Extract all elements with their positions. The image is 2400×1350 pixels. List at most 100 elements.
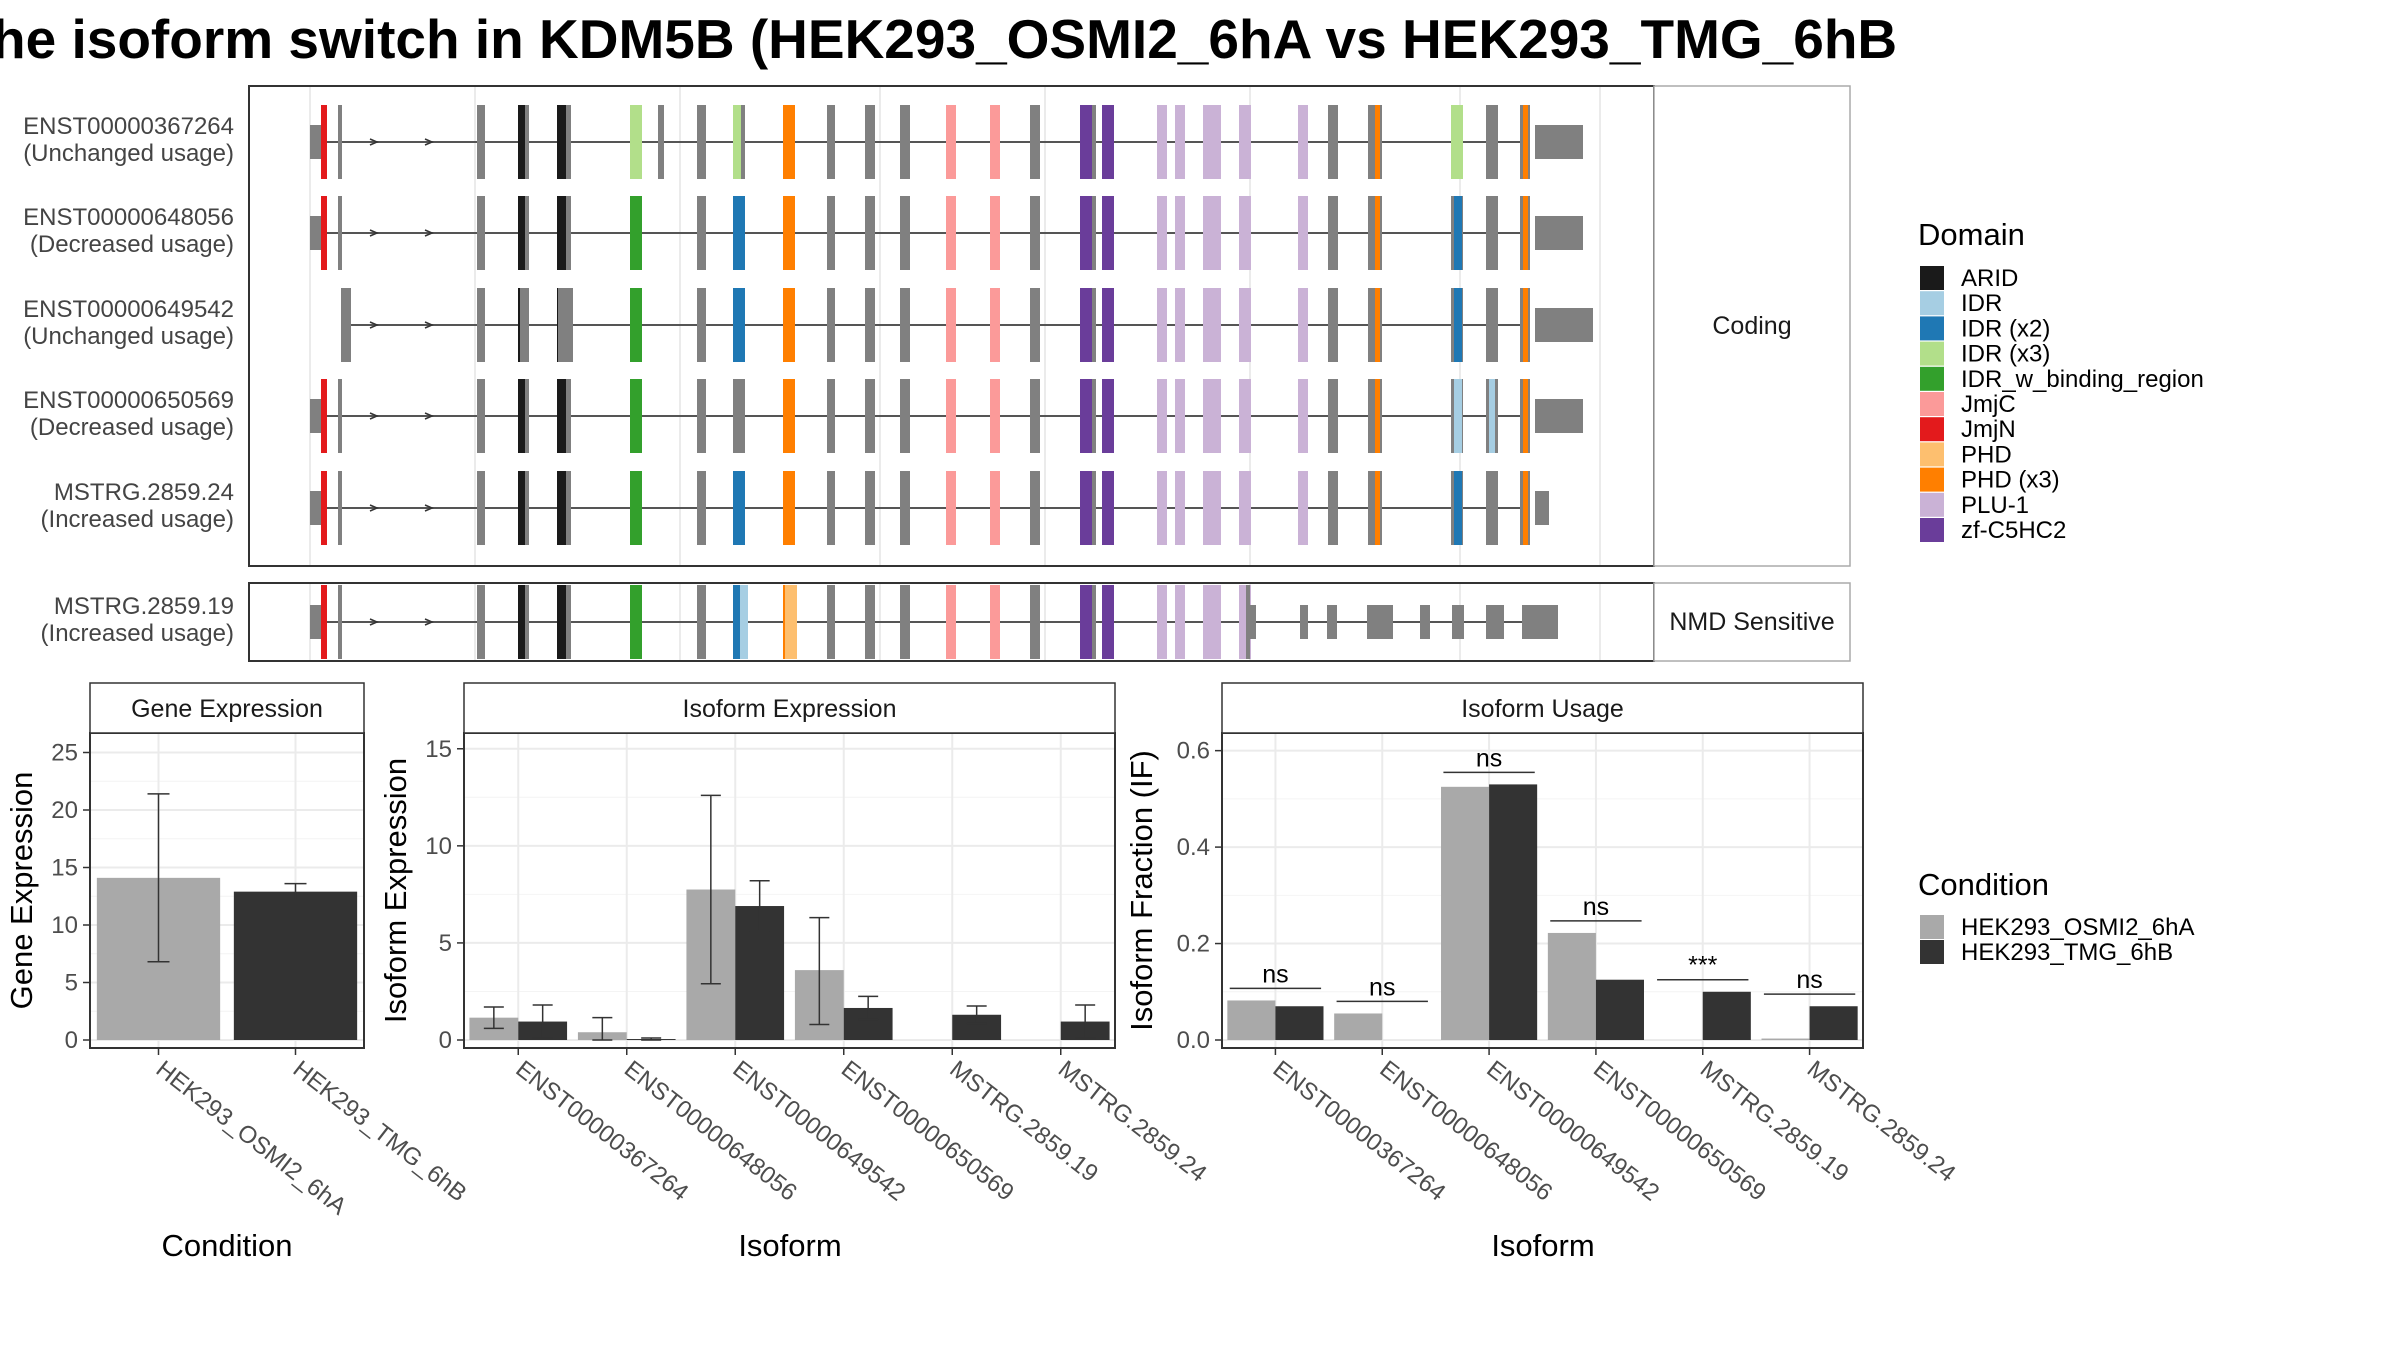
exon: [740, 585, 748, 659]
domain-swatch: [1920, 341, 1944, 366]
exon: [1375, 288, 1380, 362]
strand-arrow: [424, 504, 434, 512]
x-tick-label: ENST00000650569: [1588, 1055, 1771, 1206]
exon: [697, 379, 706, 453]
exon: [338, 379, 342, 453]
exon: [630, 105, 638, 179]
exon: [1486, 196, 1498, 270]
exon: [630, 288, 642, 362]
exon: [865, 471, 875, 545]
exon: [518, 196, 528, 270]
exon: [1092, 196, 1096, 270]
domain-swatch: [1920, 392, 1944, 416]
condition-legend-label: HEK293_OSMI2_6hA: [1961, 914, 2194, 941]
exon: [1486, 471, 1498, 545]
utr-exon: [1420, 605, 1430, 639]
exon: [1239, 379, 1251, 453]
transcript-usage-label: (Increased usage): [41, 620, 234, 647]
exon: [1298, 379, 1308, 453]
y-tick-label: 0.6: [1177, 738, 1210, 765]
exon: [630, 471, 642, 545]
strand-arrow: [424, 321, 434, 329]
strand-arrow: [369, 138, 379, 146]
exon: [1102, 105, 1114, 179]
utr-exon: [1327, 605, 1337, 639]
exon: [697, 585, 706, 659]
exon: [1092, 379, 1096, 453]
exon: [1523, 196, 1528, 270]
utr-exon: [310, 605, 322, 639]
nmd-strip-label: NMD Sensitive: [1669, 608, 1834, 636]
utr-exon: [310, 491, 322, 525]
exon: [638, 105, 642, 179]
domain-legend-label: JmjN: [1961, 416, 2016, 443]
y-axis-title: Gene Expression: [4, 772, 39, 1010]
domain-swatch: [1920, 417, 1944, 442]
exon: [563, 288, 573, 362]
exon: [1102, 379, 1114, 453]
exon: [1328, 288, 1338, 362]
utr-exon: [1535, 125, 1583, 159]
y-tick-label: 5: [65, 970, 78, 997]
exon: [1454, 196, 1462, 270]
x-tick-label: ENST00000367264: [1268, 1055, 1451, 1206]
exon: [566, 105, 571, 179]
exon: [697, 288, 706, 362]
utr-exon: [1535, 308, 1593, 342]
exon: [865, 196, 875, 270]
exon: [1203, 196, 1221, 270]
exon: [525, 105, 529, 179]
exon: [630, 585, 642, 659]
exon: [1203, 471, 1221, 545]
exon: [1489, 379, 1495, 453]
utr-exon: [1535, 216, 1583, 250]
exon: [1030, 105, 1040, 179]
domain-legend-label: IDR (x3): [1961, 341, 2050, 368]
strand-arrow: [369, 412, 379, 420]
exon: [697, 105, 706, 179]
exon: [1523, 379, 1528, 453]
bar-HEK293_TMG_6hB: [1275, 1006, 1324, 1040]
exon: [1298, 196, 1308, 270]
exon: [525, 585, 529, 659]
exon: [1375, 196, 1380, 270]
y-tick-label: 0.2: [1177, 931, 1210, 958]
exon: [1523, 288, 1528, 362]
domain-legend-label: zf-C5HC2: [1961, 517, 2066, 544]
exon: [783, 471, 795, 545]
domain-legend-title: Domain: [1918, 217, 2025, 252]
bar-HEK293_TMG_6hB: [1809, 1006, 1858, 1040]
exon: [1203, 288, 1221, 362]
exon: [1175, 471, 1185, 545]
exon: [946, 585, 956, 659]
exon: [733, 471, 745, 545]
exon: [321, 105, 327, 179]
transcript-usage-label: (Unchanged usage): [23, 140, 234, 167]
transcript-id-label: MSTRG.2859.24: [54, 479, 234, 506]
domain-legend-label: IDR (x2): [1961, 315, 2050, 342]
bar-HEK293_OSMI2_6hA: [1227, 1000, 1276, 1040]
condition-legend-title: Condition: [1918, 867, 2049, 902]
figure-title: he isoform switch in KDM5B (HEK293_OSMI2…: [0, 8, 1897, 70]
exon: [321, 585, 327, 659]
utr-exon: [1535, 399, 1583, 433]
plot-bg: [464, 733, 1115, 1048]
exon: [1175, 196, 1185, 270]
exon: [783, 105, 795, 179]
y-tick-label: 15: [425, 736, 452, 763]
y-axis-title: Isoform Fraction (IF): [1124, 750, 1159, 1031]
exon: [630, 379, 642, 453]
y-tick-label: 10: [425, 833, 452, 860]
domain-swatch: [1920, 266, 1944, 290]
bar-HEK293_OSMI2_6hA: [1441, 786, 1490, 1040]
x-tick-label: ENST00000649542: [1481, 1055, 1664, 1206]
exon: [1080, 288, 1092, 362]
exon: [1451, 105, 1463, 179]
exon: [1092, 288, 1096, 362]
exon: [1092, 585, 1096, 659]
exon: [1102, 196, 1114, 270]
exon: [990, 379, 1000, 453]
